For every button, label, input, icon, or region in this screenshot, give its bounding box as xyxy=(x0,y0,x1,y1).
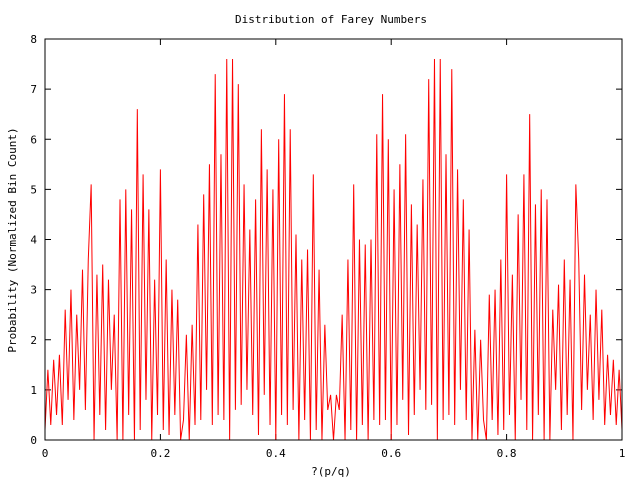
y-tick-label: 7 xyxy=(30,83,37,96)
y-tick-label: 1 xyxy=(30,384,37,397)
y-axis-label: Probability (Normalized Bin Count) xyxy=(6,127,19,352)
y-tick-label: 5 xyxy=(30,183,37,196)
chart-title: Distribution of Farey Numbers xyxy=(235,13,427,26)
y-tick-label: 6 xyxy=(30,133,37,146)
y-tick-label: 0 xyxy=(30,434,37,447)
y-tick-label: 8 xyxy=(30,33,37,46)
y-tick-label: 2 xyxy=(30,334,37,347)
x-axis-label: ?(p/q) xyxy=(311,465,351,478)
plot-frame xyxy=(44,38,623,441)
y-tick-label: 4 xyxy=(30,234,37,247)
x-tick-label: 0.6 xyxy=(381,447,401,460)
x-tick-label: 0.4 xyxy=(266,447,286,460)
x-tick-label: 0 xyxy=(42,447,49,460)
x-tick-label: 0.8 xyxy=(497,447,517,460)
x-tick-label: 0.2 xyxy=(150,447,170,460)
y-tick-label: 3 xyxy=(30,284,37,297)
x-tick-label: 1 xyxy=(619,447,626,460)
